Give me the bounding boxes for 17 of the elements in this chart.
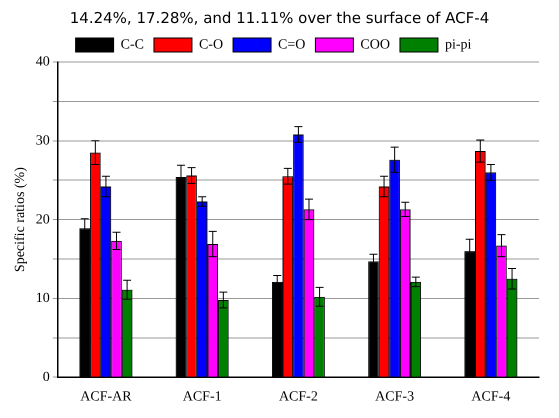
x-tick-label: ACF-1 — [182, 389, 222, 404]
y-tick-label: 10 — [36, 291, 50, 306]
legend-label: C-O — [198, 38, 224, 53]
x-tick-label: ACF-3 — [375, 389, 414, 404]
x-tick-label: ACF-2 — [278, 389, 318, 404]
legend-label: C-C — [120, 38, 144, 53]
legend-label: COO — [360, 38, 390, 53]
y-tick-label: 20 — [36, 212, 50, 228]
y-tick-label: 40 — [36, 54, 50, 70]
legend-label: pi-pi — [444, 38, 472, 53]
y-tick-label: 0 — [42, 370, 50, 385]
y-axis-title: Specific ratios (%) — [13, 166, 28, 272]
x-tick-label: ACF-AR — [80, 389, 132, 404]
text: 14.24%, 17.28%, and 11.11% over the surface of ACF-4 — [68, 8, 490, 28]
x-tick-label: ACF-4 — [471, 389, 510, 404]
y-tick-label: 30 — [36, 133, 50, 148]
legend-label: C=O — [278, 38, 306, 53]
